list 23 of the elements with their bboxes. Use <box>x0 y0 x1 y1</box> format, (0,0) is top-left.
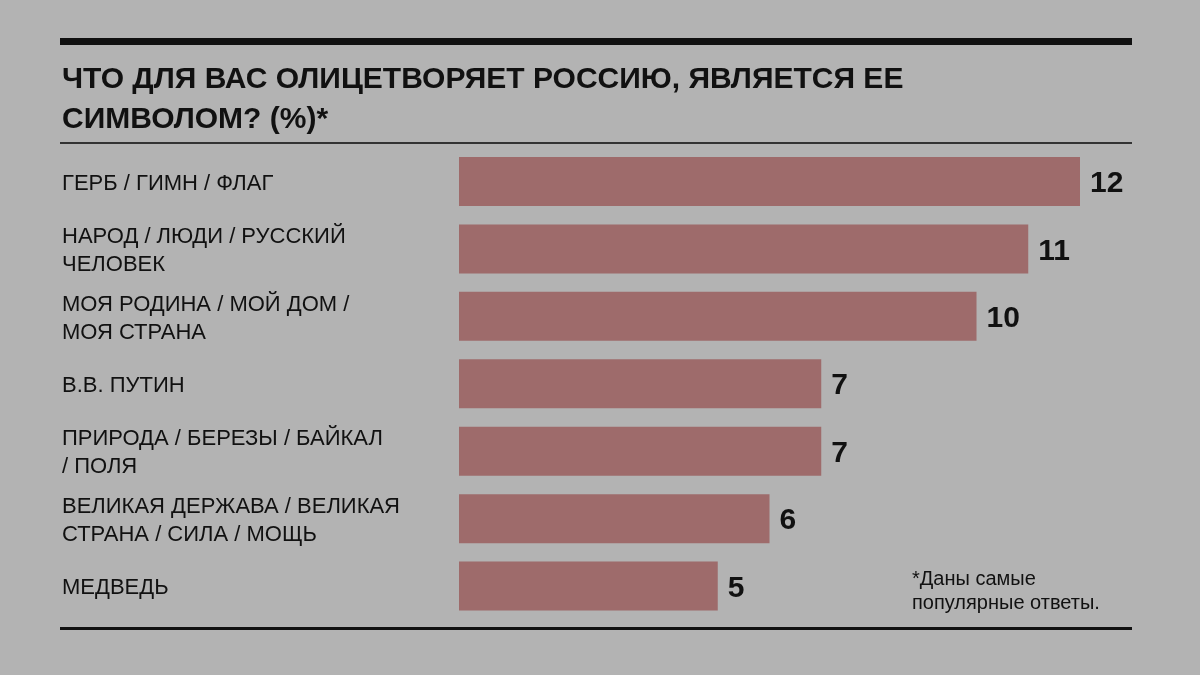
bar <box>459 291 977 341</box>
y-tick-label: ГЕРБ / ГИМН / ФЛАГ <box>62 169 274 195</box>
bar <box>459 426 822 476</box>
bar <box>459 494 770 544</box>
bar <box>459 359 822 409</box>
y-tick-label: ВЕЛИКАЯ ДЕРЖАВА / ВЕЛИКАЯ СТРАНА / СИЛА / МОЩЬ <box>62 492 401 546</box>
bar <box>459 157 1080 206</box>
y-tick-label: МОЯ РОДИНА / МОЙ ДОМ / МОЯ СТРАНА <box>62 290 351 344</box>
bar <box>459 561 718 611</box>
y-tick-label: ПРИРОДА / БЕРЕЗЫ / БАЙКАЛ / ПОЛЯ <box>62 424 383 478</box>
annotation: *Даны самые популярные ответы. <box>912 566 1101 614</box>
data-label: 10 <box>986 300 1020 334</box>
data-label: 5 <box>727 569 745 603</box>
data-label: 12 <box>1090 165 1124 199</box>
bar <box>459 224 1029 274</box>
y-tick-label: МЕДВЕДЬ <box>62 573 169 599</box>
chart-title: ЧТО ДЛЯ ВАС ОЛИЦЕТВОРЯЕТ РОССИЮ, ЯВЛЯЕТСЯ ЕЕ СИМВОЛОМ? (%)* <box>62 60 905 136</box>
y-tick-label: В.В. ПУТИН <box>62 371 185 397</box>
data-label: 11 <box>1038 232 1070 266</box>
data-label: 7 <box>831 367 848 401</box>
y-tick-label: НАРОД / ЛЮДИ / РУССКИЙ ЧЕЛОВЕК <box>62 222 346 276</box>
data-label: 6 <box>779 502 797 536</box>
data-label: 7 <box>831 434 848 468</box>
